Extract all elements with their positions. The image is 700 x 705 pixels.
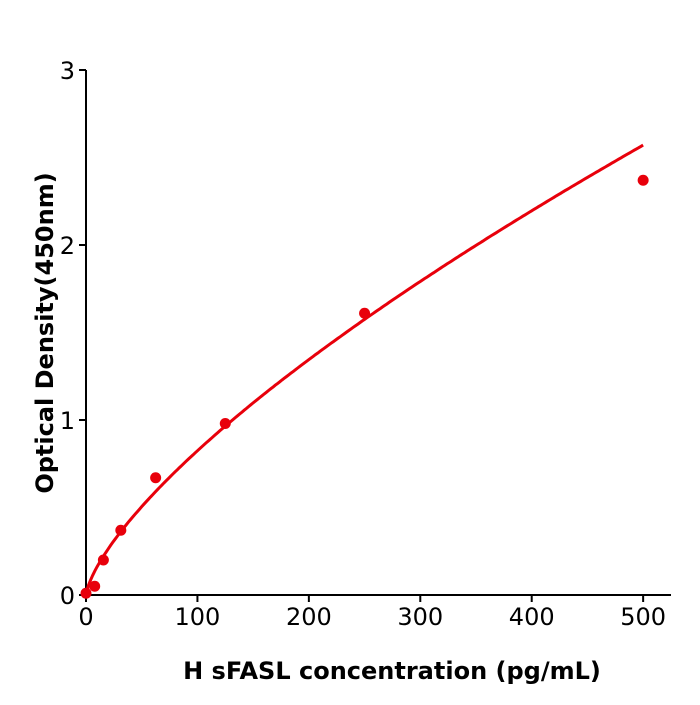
- x-tick-label: 0: [78, 603, 93, 631]
- x-axis-label: H sFASL concentration (pg/mL): [183, 657, 601, 685]
- x-tick-label: 200: [286, 603, 332, 631]
- data-point: [359, 307, 371, 319]
- y-tick-label: 1: [60, 407, 75, 435]
- data-point: [219, 418, 231, 429]
- axes: 0 100 200 300 400 500 0 1 2 3: [60, 57, 671, 631]
- fit-curve: [84, 143, 644, 596]
- x-tick-label: 100: [175, 603, 221, 631]
- data-point: [115, 524, 127, 536]
- data-points: [80, 174, 649, 599]
- data-point: [150, 472, 162, 484]
- data-point: [637, 174, 649, 186]
- y-axis-label: Optical Density(450nm): [31, 172, 59, 493]
- x-tick-label: 500: [620, 603, 666, 631]
- data-point: [97, 554, 109, 566]
- data-point: [89, 580, 101, 592]
- y-tick-label: 3: [60, 57, 75, 85]
- y-tick-label: 0: [60, 582, 75, 610]
- data-point: [80, 587, 92, 599]
- x-tick-label: 400: [509, 603, 555, 631]
- x-tick-label: 300: [397, 603, 443, 631]
- y-tick-label: 2: [60, 232, 75, 260]
